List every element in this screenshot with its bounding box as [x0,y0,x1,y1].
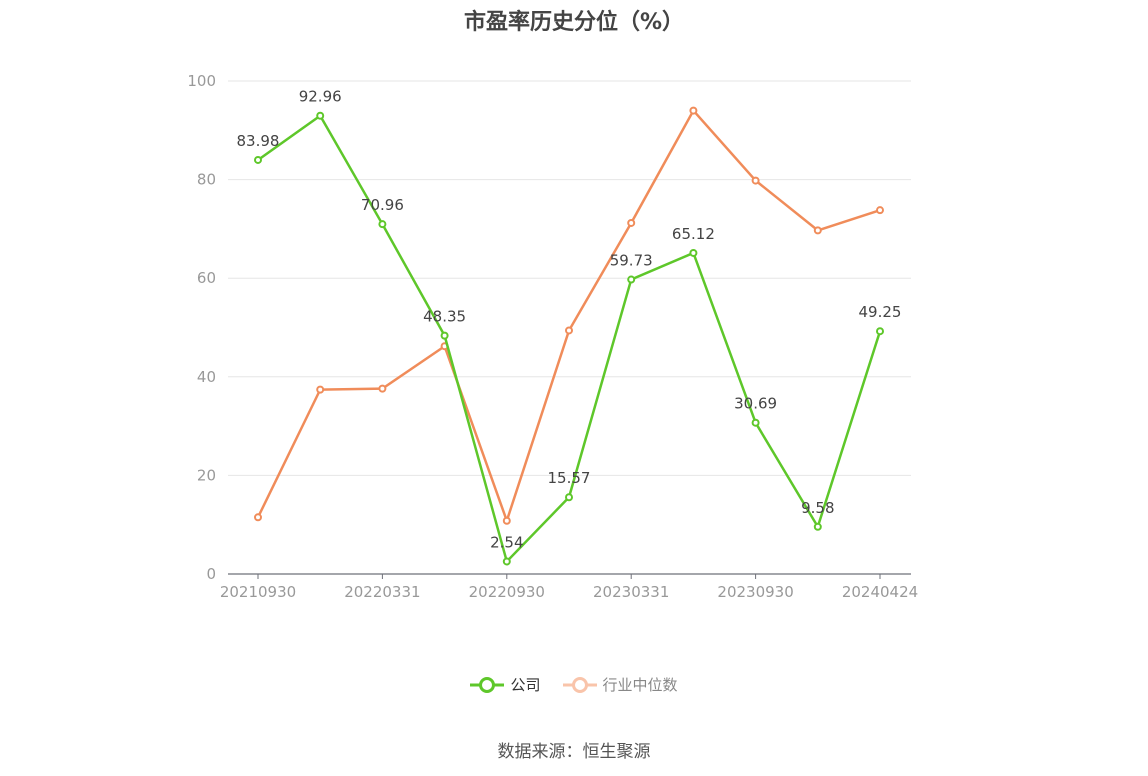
x-tick-label: 20220930 [469,583,545,601]
data-point[interactable] [627,218,636,227]
data-point[interactable] [316,111,325,120]
x-tick-label: 20230930 [717,583,793,601]
grid-lines [228,80,911,476]
data-label: 9.58 [801,499,834,517]
data-label: 30.69 [734,395,777,413]
data-point[interactable] [876,206,884,215]
y-tick-label: 20 [197,466,216,484]
data-point[interactable] [689,248,698,257]
data-point[interactable] [378,384,387,393]
chart-title: 市盈率历史分位（%） [463,10,685,35]
data-label: 83.98 [237,132,280,150]
data-label: 70.96 [361,196,404,214]
data-label: 48.35 [423,308,466,326]
data-label: 65.12 [672,225,715,243]
data-label: 15.57 [548,469,591,487]
x-tick-label: 20240424 [842,583,918,601]
y-tick-label: 40 [197,368,216,386]
data-point[interactable] [627,275,636,284]
legend-marker-company-icon [470,676,505,693]
x-tick-label: 20210930 [220,583,296,601]
legend-label-industry-median: 行业中位数 [602,676,678,694]
data-point[interactable] [378,220,387,229]
y-tick-label: 100 [187,72,216,90]
data-point[interactable] [751,418,760,427]
data-source: 数据来源：恒生聚源 [497,742,651,762]
data-point[interactable] [813,522,822,531]
series-lines [254,106,884,566]
data-point[interactable] [502,516,511,525]
data-point[interactable] [502,557,511,566]
data-labels: 83.98 92.96 70.96 48.35 2.54 15.57 59.73 65.12 3… [237,88,902,552]
data-label: 49.25 [859,303,902,321]
x-tick-label: 20220331 [344,583,420,601]
y-tick-label: 80 [197,171,216,189]
data-point[interactable] [254,513,262,522]
data-point[interactable] [254,155,262,164]
legend-label-company: 公司 [510,676,541,694]
data-label: 2.54 [490,533,523,551]
axes: 0 20 40 60 80 100 20210930 20220331 20220930 2023… [187,72,918,601]
data-point[interactable] [876,327,884,336]
y-tick-label: 60 [197,269,216,287]
legend-item-company[interactable]: 公司 [470,674,541,695]
data-point[interactable] [316,385,325,394]
legend-item-industry-median[interactable]: 行业中位数 [562,674,678,695]
data-label: 92.96 [299,88,342,106]
y-tick-label: 0 [206,565,216,583]
data-point[interactable] [813,226,822,235]
data-point[interactable] [565,326,573,335]
data-point[interactable] [751,176,760,185]
data-point[interactable] [440,331,449,340]
x-tick-label: 20230331 [593,583,669,601]
legend: 公司 行业中位数 [0,674,1148,695]
data-point[interactable] [689,106,698,115]
data-point[interactable] [565,493,573,502]
legend-marker-industry-median-icon [562,676,597,693]
data-label: 59.73 [610,252,653,270]
